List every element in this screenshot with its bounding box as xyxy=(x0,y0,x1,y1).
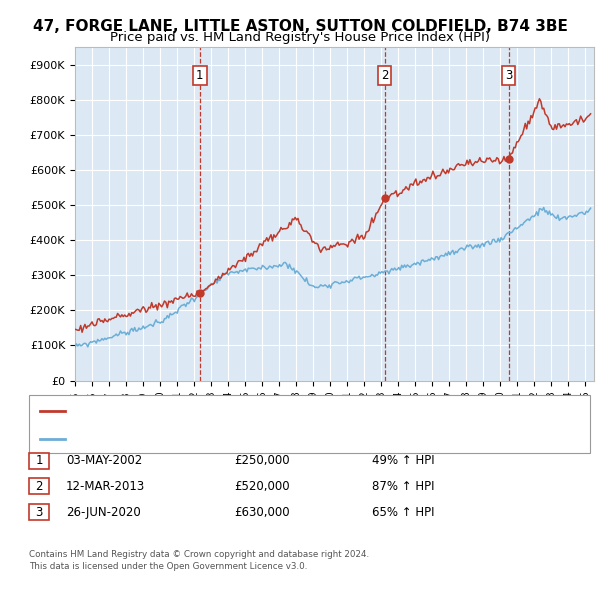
Text: Price paid vs. HM Land Registry's House Price Index (HPI): Price paid vs. HM Land Registry's House … xyxy=(110,31,490,44)
Text: £630,000: £630,000 xyxy=(234,506,290,519)
Text: 47, FORGE LANE, LITTLE ASTON, SUTTON COLDFIELD, B74 3BE (detached house): 47, FORGE LANE, LITTLE ASTON, SUTTON COL… xyxy=(70,407,473,417)
Text: 1: 1 xyxy=(196,69,203,82)
Text: 26-JUN-2020: 26-JUN-2020 xyxy=(66,506,141,519)
Text: £250,000: £250,000 xyxy=(234,454,290,467)
Text: 2: 2 xyxy=(381,69,388,82)
Text: HPI: Average price, detached house, Lichfield: HPI: Average price, detached house, Lich… xyxy=(70,434,296,444)
Text: 65% ↑ HPI: 65% ↑ HPI xyxy=(372,506,434,519)
Text: 3: 3 xyxy=(35,506,43,519)
Text: Contains HM Land Registry data © Crown copyright and database right 2024.
This d: Contains HM Land Registry data © Crown c… xyxy=(29,550,369,571)
Text: 12-MAR-2013: 12-MAR-2013 xyxy=(66,480,145,493)
Text: £520,000: £520,000 xyxy=(234,480,290,493)
Text: 49% ↑ HPI: 49% ↑ HPI xyxy=(372,454,434,467)
Text: 03-MAY-2002: 03-MAY-2002 xyxy=(66,454,142,467)
Text: 3: 3 xyxy=(505,69,512,82)
Text: 87% ↑ HPI: 87% ↑ HPI xyxy=(372,480,434,493)
Text: 2: 2 xyxy=(35,480,43,493)
Text: 47, FORGE LANE, LITTLE ASTON, SUTTON COLDFIELD, B74 3BE: 47, FORGE LANE, LITTLE ASTON, SUTTON COL… xyxy=(32,19,568,34)
Text: 1: 1 xyxy=(35,454,43,467)
